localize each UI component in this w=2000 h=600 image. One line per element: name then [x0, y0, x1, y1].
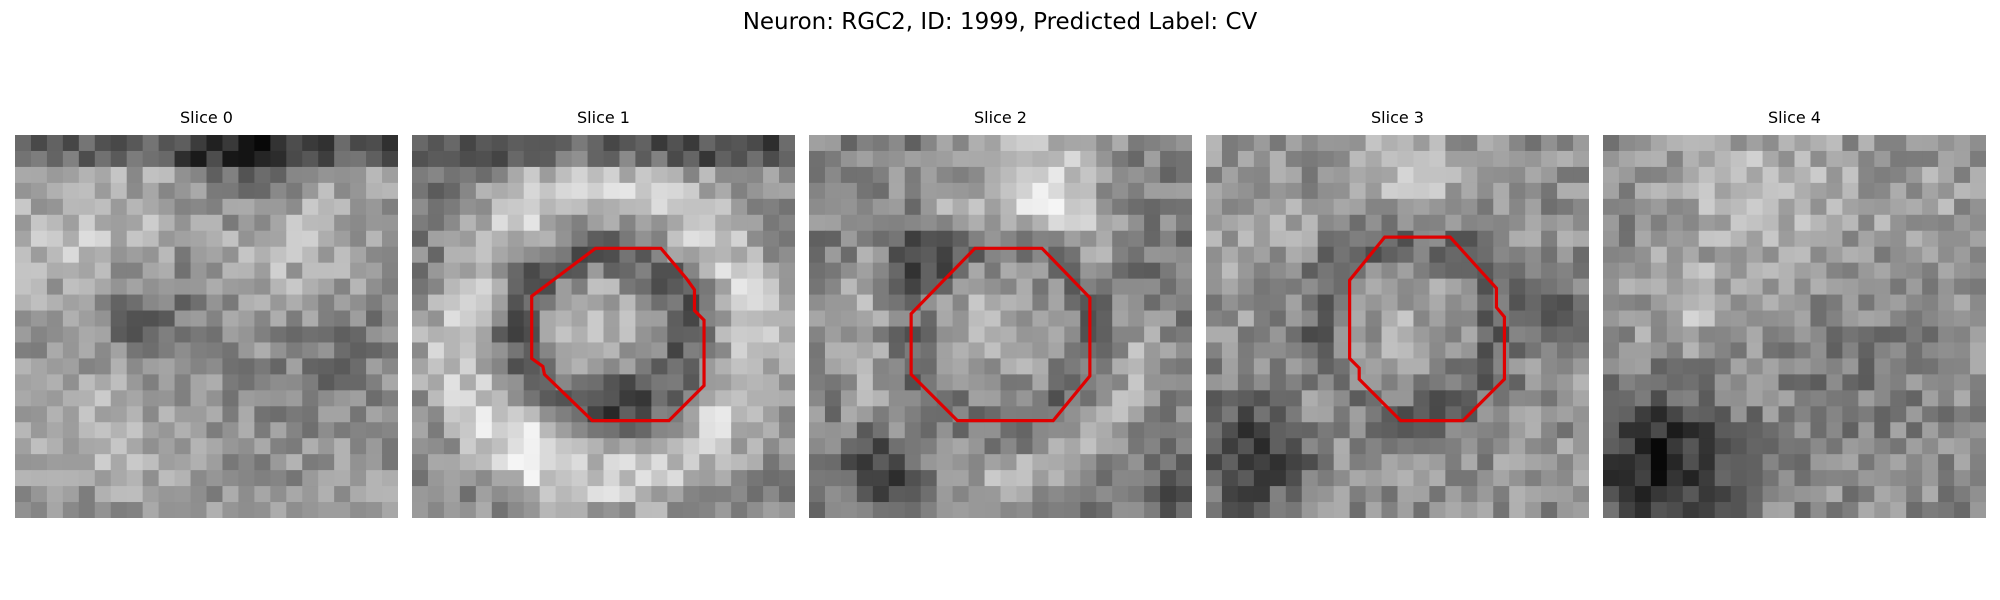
- slice-title: Slice 4: [1768, 108, 1821, 127]
- slice-title: Slice 3: [1371, 108, 1424, 127]
- slice-panel: Slice 4: [1603, 108, 1986, 518]
- slice-image: [1206, 135, 1589, 518]
- segmentation-contour: [1348, 235, 1507, 423]
- slice-title: Slice 2: [974, 108, 1027, 127]
- slice-panel: Slice 2: [809, 108, 1192, 518]
- slice-panel: Slice 1: [412, 108, 795, 518]
- slice-panel: Slice 3: [1206, 108, 1589, 518]
- figure-title: Neuron: RGC2, ID: 1999, Predicted Label:…: [742, 9, 1258, 35]
- slice-title: Slice 0: [180, 108, 233, 127]
- slice-panel: Slice 0: [15, 108, 398, 518]
- segmentation-contour: [909, 246, 1092, 423]
- slice-image: [412, 135, 795, 518]
- slice-image: [809, 135, 1192, 518]
- slice-image: [15, 135, 398, 518]
- segmentation-contour: [530, 246, 706, 423]
- slice-image: [1603, 135, 1986, 518]
- slice-title: Slice 1: [577, 108, 630, 127]
